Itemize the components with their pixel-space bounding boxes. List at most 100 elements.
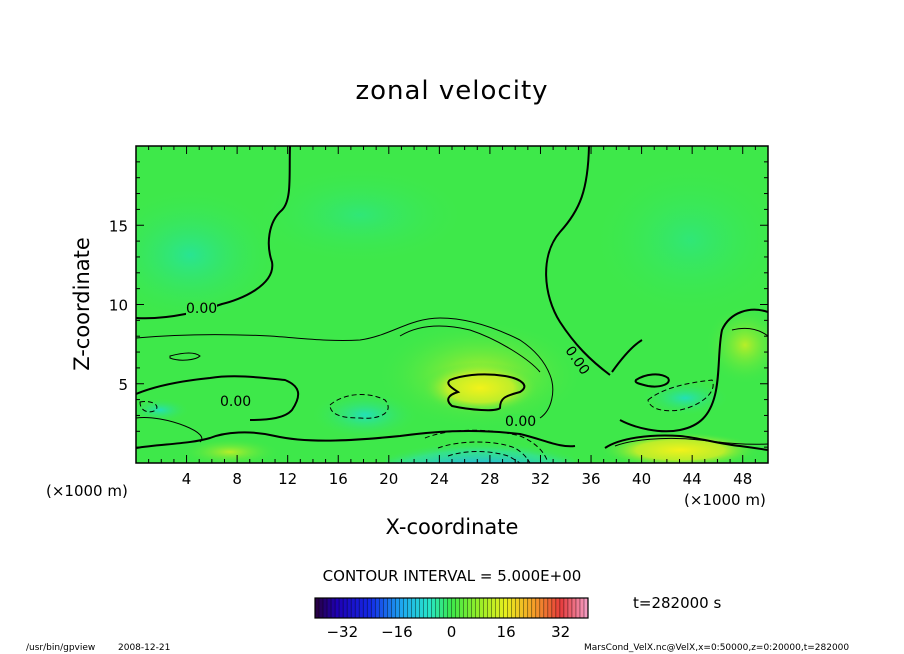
colorbar-swatch [363,598,368,618]
colorbar-swatch [499,598,504,618]
contour-label: 0.00 [505,414,537,430]
y-tick-label: 15 [109,217,128,235]
colorbar-swatch [503,598,509,618]
upper-right-cool-region [590,160,768,320]
negative-core [385,425,575,463]
x-tick-label: 20 [379,470,398,488]
colorbar-swatch [327,598,332,618]
colorbar-swatch [483,598,488,618]
colorbar-swatch [323,598,328,618]
colorbar-swatch [515,598,521,618]
colorbar-swatch [343,598,348,618]
x-tick-label: 40 [632,470,651,488]
colorbar-swatch [471,598,476,618]
x-tick-label: 48 [733,470,752,488]
colorbar-swatch [411,598,416,618]
colorbar-swatch [579,598,585,618]
y-tick-label: 5 [118,376,128,394]
colorbar-swatch [455,598,460,618]
contour-interval-text: CONTOUR INTERVAL = 5.000E+00 [322,567,582,585]
colorbar-swatch [535,598,541,618]
colorbar-swatch [551,598,557,618]
colorbar-swatch [519,598,525,618]
colorbar-swatch [447,598,452,618]
colorbar-swatch [331,598,336,618]
colorbar-swatch [479,598,484,618]
colorbar-swatch [419,598,424,618]
contour-label: 0.00 [220,394,252,410]
colorbar-swatch [399,598,404,618]
x-tick-label: 32 [531,470,550,488]
x-tick-label: 44 [683,470,702,488]
colorbar-swatch [527,598,533,618]
x-tick-label: 12 [278,470,297,488]
colorbar-swatch [495,598,500,618]
footer-source: MarsCond_VelX.nc@VelX,x=0:50000,z=0:2000… [584,643,850,653]
colorbar-swatch [319,598,324,618]
y-tick-label: 10 [109,297,128,315]
colorbar-swatch [347,598,352,618]
colorbar-swatch [463,598,468,618]
colorbar-swatch [487,598,492,618]
colorbar-swatch [575,598,581,618]
colorbar-swatch [439,598,444,618]
colorbar-swatch [531,598,537,618]
near-surface-jet [600,432,760,463]
colorbar-swatch [415,598,420,618]
colorbar-swatch [351,598,356,618]
x-axis-ticks: 4 8 12 16 20 24 28 32 36 40 44 48 [148,146,756,488]
colorbar-swatch [407,598,412,618]
colorbar-swatch [559,598,565,618]
colorbar-swatch [467,598,472,618]
colorbar-tick-label: 0 [447,623,457,641]
colorbar-swatch [563,598,569,618]
colorbar-tick-label: −32 [326,623,358,641]
colorbar-swatch [567,598,573,618]
cyan-lobe-edge [136,398,190,422]
y-axis-label: Z-coordinate [70,237,94,371]
colorbar-swatch [383,598,388,618]
x-tick-label: 8 [232,470,242,488]
time-label: t=282000 s [633,594,722,612]
x-unit-label: (×1000 m) [684,491,766,509]
colorbar-swatch [475,598,480,618]
footer-date: 2008-12-21 [118,643,171,653]
contour-lines [136,146,768,463]
colorbar-swatch [511,598,517,618]
colorbar-swatch [339,598,344,618]
colorbar-swatch [539,598,545,618]
colorbar-swatch [367,598,372,618]
upper-left-cool-region [136,185,285,325]
colorbar-swatch [379,598,384,618]
x-tick-label: 36 [581,470,600,488]
x-axis-label: X-coordinate [385,515,519,539]
colorbar-swatch [395,598,400,618]
colorbar: −32 −16 0 16 32 [314,598,589,641]
x-tick-label: 4 [182,470,192,488]
colorbar-swatch [583,598,589,618]
x-tick-label: 24 [430,470,449,488]
colorbar-swatch [371,598,376,618]
colorbar-swatch [359,598,364,618]
colorbar-swatch [355,598,360,618]
colorbar-swatch [459,598,464,618]
upper-mid-cool-region [250,165,470,265]
colorbar-swatch [423,598,428,618]
chart-title: zonal velocity [355,76,549,106]
colorbar-swatch [315,598,320,618]
colorbar-swatch [435,598,440,618]
positive-right-edge [705,305,768,385]
heatmap-field [136,146,768,463]
colorbar-swatch [387,598,392,618]
contour-label: 0.00 [186,301,218,317]
colorbar-tick-label: 32 [551,623,570,641]
cyan-lobe-right [640,380,730,416]
colorbar-swatch [375,598,380,618]
colorbar-tick-label: 16 [497,623,516,641]
colorbar-swatch [543,598,549,618]
positive-core [420,362,540,414]
x-tick-label: 28 [480,470,499,488]
surface-positive-left [180,438,280,463]
colorbar-swatch [555,598,561,618]
